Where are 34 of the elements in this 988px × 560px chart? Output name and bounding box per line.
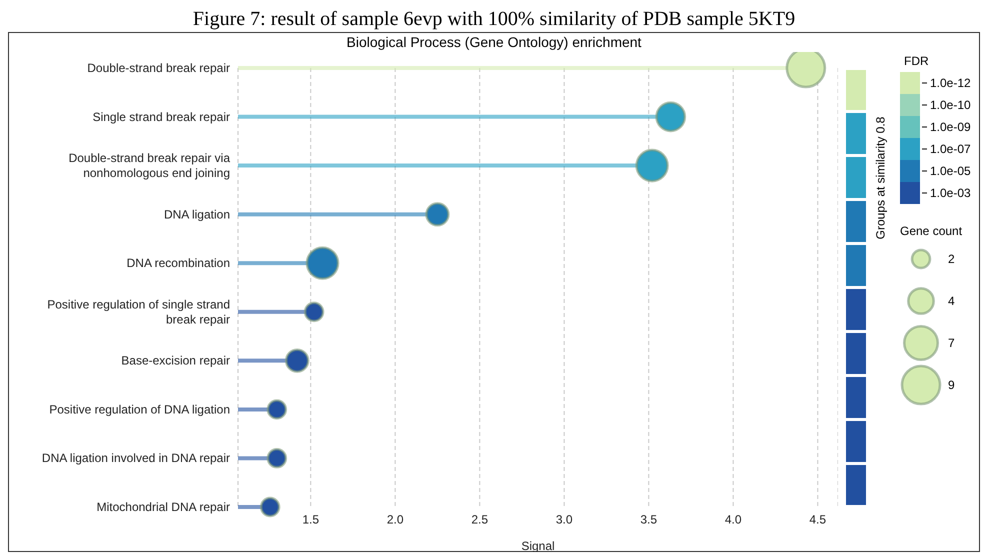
x-tick-label: 4.0 [724,512,742,527]
y-tick-label: DNA ligation [164,207,230,222]
x-tick-label: 2.5 [471,512,488,527]
y-tick-label: Mitochondrial DNA repair [96,500,230,514]
text: 1.0e-12 [930,76,971,90]
y-tick-label: Double-strand break repair [87,61,230,75]
x-tick-label: 1.5 [302,512,320,527]
y-tick-label: DNA ligation involved in DNA repair [42,451,230,466]
y-tick-label: Positive regulation of DNA ligation [49,402,230,416]
y-tick-label: DNA recombination [126,256,230,270]
legend-label: 7 [948,336,955,350]
y-tick-label: Base-excision repair [121,354,230,368]
x-tick-label: 3.5 [640,512,658,527]
x-tick-label: 3.0 [556,512,573,527]
y-tick-label: Double-strand break repair via nonhomologous end joining [68,151,230,180]
text: 1.0e-03 [930,186,971,200]
y2-axis-title: Groups at similarity 0.8 [873,116,887,240]
legend-label: 9 [948,378,955,392]
point [425,202,450,227]
text: 1.0e-09 [930,120,971,134]
legend-label: 2 [948,252,955,266]
text: 1.0e-10 [930,98,971,112]
legend-title: Gene count [900,224,964,238]
y-tick-label: Single strand break repair [92,110,230,124]
point [284,348,310,373]
color-bar-title: FDR [904,54,930,68]
legend-label: 4 [948,294,955,308]
y-tick-label: Positive regulation of single strand break repair [47,297,230,326]
chart-subtitle: Biological Process (Gene Ontology) enrichment [346,34,642,50]
x-tick-label: 2.0 [386,512,404,527]
x-tick-label: 4.5 [809,512,826,527]
text: 1.0e-07 [930,142,971,156]
text: 1.0e-05 [930,164,971,178]
chart-title: Figure 7: result of sample 6evp with 100% similarity of PDB sample 5KT9 [192,8,796,30]
